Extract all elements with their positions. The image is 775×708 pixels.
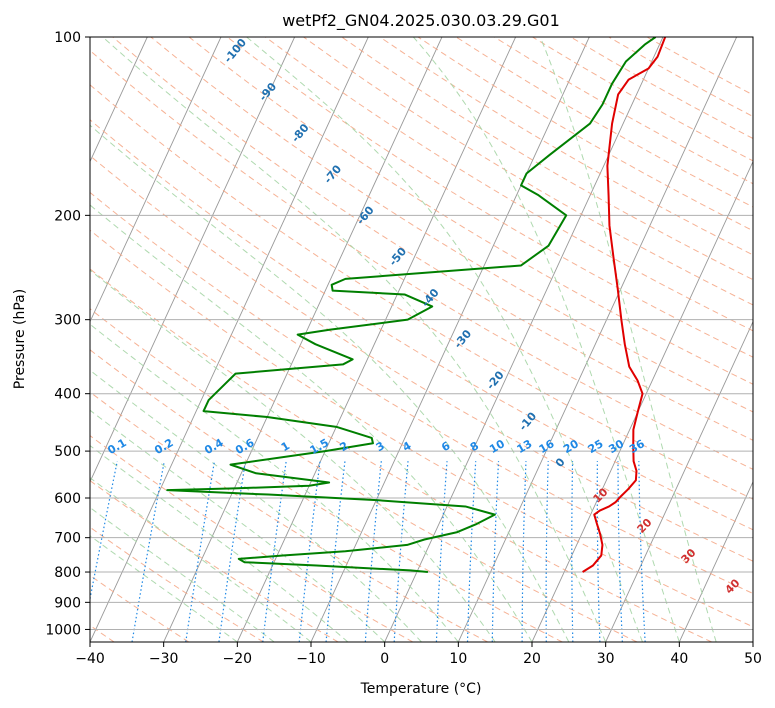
- dry-adiabat-line: [90, 308, 638, 642]
- moist-adiabat-line: [90, 369, 422, 642]
- mixing-ratio-line: [617, 461, 623, 642]
- x-tick-label: 20: [523, 651, 541, 667]
- y-tick-label: 200: [54, 208, 81, 224]
- x-tick-label: −10: [296, 651, 326, 667]
- x-tick-label: 40: [670, 651, 688, 667]
- x-axis-label: Temperature (°C): [360, 681, 482, 697]
- dry-adiabat-line: [90, 391, 488, 642]
- x-tick-label: −40: [75, 651, 105, 667]
- y-tick-label: 800: [54, 565, 81, 581]
- mixing-ratio-line: [325, 461, 346, 642]
- isotherm-line: [678, 480, 753, 642]
- isotherm-line: [605, 320, 753, 642]
- dewpoint-line: [166, 37, 657, 574]
- mixing-ratio-line: [571, 461, 574, 642]
- mixing-ratio-line: [596, 461, 601, 642]
- x-tick-label: −20: [223, 651, 253, 667]
- mixing-ratio-line: [435, 461, 448, 642]
- isotherm-line: [163, 37, 443, 642]
- y-tick-label: 500: [54, 444, 81, 460]
- isotherm-line: [384, 37, 664, 642]
- x-tick-label: 30: [597, 651, 615, 667]
- moist-adiabat-line: [102, 37, 607, 642]
- sounding-series: [166, 37, 667, 574]
- isotherm-line: [90, 37, 148, 163]
- mixing-ratio-line: [491, 461, 500, 642]
- mixing-ratio-line: [545, 461, 549, 642]
- mixing-ratio-line: [298, 461, 321, 642]
- dry-adiabat-line: [188, 37, 753, 385]
- y-tick-label: 300: [54, 313, 81, 329]
- y-axis-label: Pressure (hPa): [12, 289, 28, 389]
- dry-adiabat-line: [303, 37, 753, 306]
- moist-adiabat-line: [90, 444, 349, 642]
- x-tick-label: 0: [380, 651, 389, 667]
- moist-adiabat-line: [90, 409, 386, 642]
- dry-adiabat-line: [90, 435, 414, 642]
- x-tick-label: −30: [149, 651, 179, 667]
- mixing-ratio-line: [90, 461, 118, 602]
- temperature-line: [582, 37, 667, 573]
- moist-adiabat-line: [90, 323, 459, 642]
- moist-adiabat-line: [90, 269, 496, 642]
- isotherm-line: [457, 37, 738, 642]
- moist-adiabat-line: [90, 506, 275, 642]
- y-tick-label: 900: [54, 595, 81, 611]
- dry-adiabat-line: [90, 229, 753, 628]
- isotherm-line: [90, 37, 222, 323]
- isotherm-line: [236, 37, 517, 642]
- moist-adiabat-line: [90, 204, 533, 642]
- y-tick-label: 600: [54, 491, 81, 507]
- dry-adiabat-line: [90, 155, 753, 562]
- dry-adiabat-line: [90, 84, 753, 500]
- y-tick-label: 700: [54, 531, 81, 547]
- moist-adiabat-line: [90, 124, 570, 642]
- dry-adiabat-line: [150, 37, 753, 413]
- moist-adiabat-line: [246, 37, 643, 642]
- chart-title: wetPf2_GN04.2025.030.03.29.G01: [282, 11, 560, 31]
- mixing-ratio-line: [638, 461, 646, 642]
- moist-adiabat-line: [539, 37, 717, 642]
- moist-adiabat-line: [90, 535, 238, 642]
- dry-adiabat-line: [90, 119, 753, 531]
- plot-frame: [89, 36, 754, 643]
- x-axis-ticks: −40 −30 −20 −10 0 10 20 30 40 50: [75, 642, 762, 667]
- dry-adiabat-line: [90, 480, 339, 642]
- y-axis-ticks: 100 200 300 400 500 600 700 800 900 1000: [45, 30, 90, 638]
- mixing-ratio-line: [466, 461, 477, 642]
- y-tick-label: 1000: [45, 622, 81, 638]
- isotherm-line: [90, 37, 296, 483]
- mixing-ratio-line: [364, 461, 382, 642]
- isotherm-line: [531, 160, 753, 642]
- y-tick-label: 100: [54, 30, 81, 46]
- x-tick-label: 10: [449, 651, 467, 667]
- x-tick-label: 50: [744, 651, 762, 667]
- y-tick-label: 400: [54, 387, 81, 403]
- mixing-ratio-line: [521, 461, 527, 642]
